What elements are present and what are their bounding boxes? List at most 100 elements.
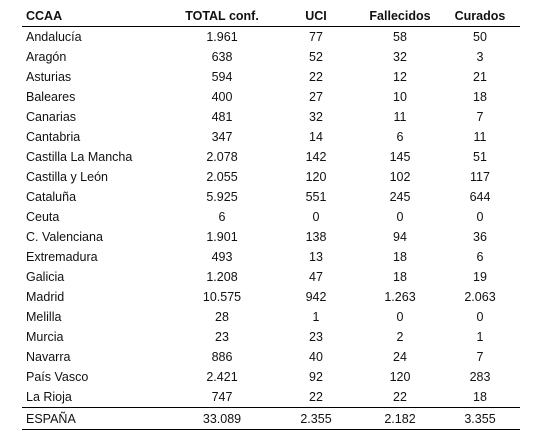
cell-curados: 11 [473,130,487,144]
cell-fallecidos: 145 [389,150,411,164]
table-body: Andalucía 1.961 77 58 50 Aragón 638 52 32 3 Asturi… [22,27,520,408]
cell-fallecidos: 10 [393,90,407,104]
cell-region: Cataluña [26,190,77,204]
total-curados: 3.355 [440,407,520,430]
cell-total-conf: 2.421 [206,370,238,384]
cell-curados: 6 [476,250,484,264]
table-row: C. Valenciana 1.901 138 94 36 [22,227,520,247]
cell-total-conf: 2.078 [206,150,238,164]
cell-total-conf: 1.901 [206,230,238,244]
cell-curados: 21 [473,70,487,84]
cell-region: Castilla La Mancha [26,150,133,164]
cell-uci: 27 [309,90,323,104]
cell-total-conf: 493 [211,250,233,264]
cell-uci: 0 [312,210,320,224]
covid-data-table: CCAA TOTAL conf. UCI Fallecidos Curados … [22,6,520,430]
cell-region: Canarias [26,110,77,124]
covid-table-container: CCAA TOTAL conf. UCI Fallecidos Curados … [22,6,520,430]
table-row: Murcia 23 23 2 1 [22,327,520,347]
cell-total-conf: 10.575 [202,290,242,304]
cell-region: Galicia [26,270,65,284]
cell-fallecidos: 2 [396,330,404,344]
cell-curados: 18 [473,90,487,104]
cell-total-conf: 1.208 [206,270,238,284]
cell-region: C. Valenciana [26,230,103,244]
cell-uci: 142 [305,150,327,164]
cell-fallecidos: 24 [393,350,407,364]
cell-fallecidos: 1.263 [384,290,416,304]
cell-curados: 0 [476,310,484,324]
cell-fallecidos: 22 [360,387,440,408]
cell-region: Andalucía [26,30,82,44]
cell-fallecidos: 58 [393,30,407,44]
table-row: Melilla 28 1 0 0 [22,307,520,327]
cell-uci: 52 [309,50,323,64]
cell-uci: 1 [312,310,320,324]
cell-curados: 1 [476,330,484,344]
cell-region: País Vasco [26,370,89,384]
cell-uci: 40 [309,350,323,364]
cell-fallecidos: 11 [393,110,407,124]
header-ccaa: CCAA [22,6,172,27]
cell-total-conf: 594 [211,70,233,84]
cell-curados: 50 [473,30,487,44]
cell-curados: 0 [476,210,484,224]
cell-total-conf: 2.055 [206,170,238,184]
cell-region: Baleares [26,90,76,104]
table-row: Madrid 10.575 942 1.263 2.063 [22,287,520,307]
cell-total-conf: 638 [211,50,233,64]
table-row: Castilla La Mancha 2.078 142 145 51 [22,147,520,167]
cell-region: Extremadura [26,250,98,264]
cell-fallecidos: 0 [396,310,404,324]
cell-uci: 13 [309,250,323,264]
cell-fallecidos: 18 [393,250,407,264]
total-fallecidos: 2.182 [360,407,440,430]
cell-total-conf: 6 [218,210,226,224]
cell-total-conf: 481 [211,110,233,124]
cell-fallecidos: 120 [389,370,411,384]
cell-curados: 283 [469,370,491,384]
cell-fallecidos: 102 [389,170,411,184]
cell-fallecidos: 245 [389,190,411,204]
cell-uci: 138 [305,230,327,244]
header-fallecidos: Fallecidos [360,6,440,27]
cell-region: Navarra [26,350,71,364]
table-row: Canarias 481 32 11 7 [22,107,520,127]
cell-total-conf: 1.961 [206,30,238,44]
cell-fallecidos: 32 [393,50,407,64]
cell-uci: 77 [309,30,323,44]
header-curados: Curados [440,6,520,27]
cell-curados: 18 [440,387,520,408]
cell-total-conf: 886 [211,350,233,364]
cell-curados: 117 [470,170,490,184]
table-row: País Vasco 2.421 92 120 283 [22,367,520,387]
cell-region: Cantabria [26,130,81,144]
cell-uci: 14 [309,130,323,144]
table-header: CCAA TOTAL conf. UCI Fallecidos Curados [22,6,520,27]
cell-curados: 51 [473,150,487,164]
total-row: ESPAÑA 33.089 2.355 2.182 3.355 [22,407,520,430]
cell-uci: 22 [272,387,360,408]
table-row: Asturias 594 22 12 21 [22,67,520,87]
cell-curados: 3 [476,50,484,64]
cell-fallecidos: 6 [396,130,404,144]
cell-uci: 92 [309,370,323,384]
cell-uci: 22 [309,70,323,84]
cell-uci: 23 [309,330,323,344]
table-footer: ESPAÑA 33.089 2.355 2.182 3.355 [22,407,520,430]
table-row: Navarra 886 40 24 7 [22,347,520,367]
cell-curados: 36 [473,230,487,244]
table-row: Baleares 400 27 10 18 [22,87,520,107]
table-row: Ceuta 6 0 0 0 [22,207,520,227]
cell-region: Melilla [26,310,62,324]
header-row: CCAA TOTAL conf. UCI Fallecidos Curados [22,6,520,27]
table-row: Extremadura 493 13 18 6 [22,247,520,267]
cell-total-conf: 5.925 [206,190,238,204]
table-row: La Rioja 747 22 22 18 [22,387,520,408]
cell-total-conf: 400 [211,90,233,104]
cell-region: Madrid [26,290,65,304]
cell-total-conf: 23 [215,330,229,344]
table-row: Cantabria 347 14 6 11 [22,127,520,147]
cell-region: Ceuta [26,210,60,224]
table-row: Galicia 1.208 47 18 19 [22,267,520,287]
